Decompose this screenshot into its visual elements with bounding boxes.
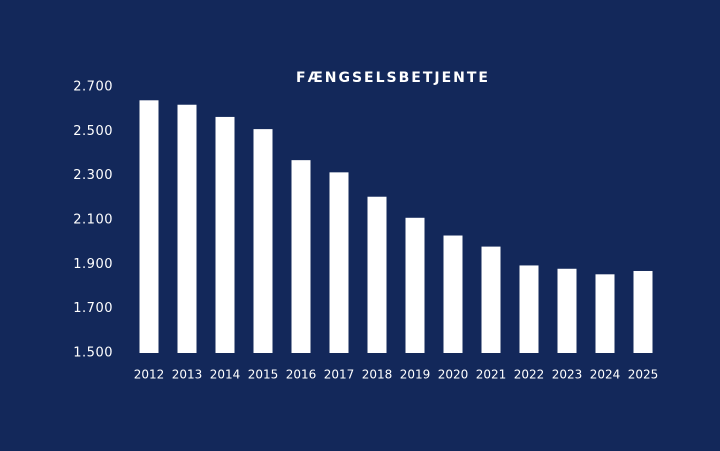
x-tick-label: 2013 [172, 368, 203, 382]
y-tick-label: 2.100 [73, 213, 113, 228]
x-tick-label: 2020 [438, 368, 469, 382]
bar [215, 116, 235, 353]
y-tick-label: 2.700 [73, 80, 113, 95]
x-tick-label: 2019 [400, 368, 431, 382]
y-tick-label: 1.700 [73, 301, 113, 316]
x-tick-label: 2025 [628, 368, 659, 382]
x-tick-label: 2018 [362, 368, 393, 382]
bar [557, 268, 577, 353]
bar [405, 217, 425, 353]
bar [291, 160, 311, 353]
bar [481, 246, 501, 353]
y-tick-label: 1.500 [73, 346, 113, 361]
x-tick-label: 2015 [248, 368, 279, 382]
bar [367, 196, 387, 353]
x-tick-label: 2024 [590, 368, 621, 382]
y-tick-label: 2.300 [73, 168, 113, 183]
bar [519, 265, 539, 353]
x-tick-label: 2012 [134, 368, 165, 382]
bar [329, 172, 349, 353]
bar [253, 129, 273, 353]
bar [443, 235, 463, 353]
y-tick-label: 2.500 [73, 124, 113, 139]
x-tick-label: 2022 [514, 368, 545, 382]
y-tick-label: 1.900 [73, 257, 113, 272]
bar [139, 100, 159, 353]
bar [595, 274, 615, 353]
x-tick-label: 2016 [286, 368, 317, 382]
bar [177, 104, 197, 353]
x-tick-label: 2014 [210, 368, 241, 382]
bar [633, 270, 653, 353]
chart-title: FÆNGSELSBETJENTE [296, 70, 490, 86]
x-tick-label: 2021 [476, 368, 507, 382]
x-tick-label: 2023 [552, 368, 583, 382]
x-tick-label: 2017 [324, 368, 355, 382]
